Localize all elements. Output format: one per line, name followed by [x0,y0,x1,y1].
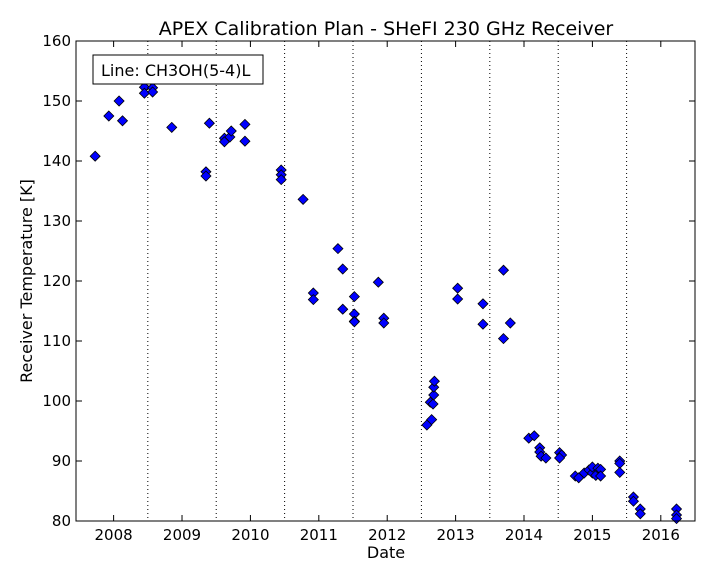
y-tick-label: 160 [42,32,71,50]
data-point [477,298,489,310]
data-point [337,303,349,315]
data-point [147,86,159,98]
data-point [627,495,640,507]
data-point [634,508,646,520]
data-point [239,118,251,130]
data-point [452,293,464,305]
x-tick-label: 2013 [437,526,475,544]
data-point [337,263,349,275]
x-axis-label: Date [367,543,405,562]
data-point [378,317,390,329]
data-point [200,170,212,182]
data-point [497,264,510,276]
x-tick-label: 2011 [300,526,338,544]
data-point [372,276,384,288]
data-point [554,452,566,464]
y-axis-label: Receiver Temperature [K] [17,179,36,383]
y-tick-label: 140 [42,152,71,170]
data-point [428,375,440,387]
data-point [103,110,115,122]
data-point [203,117,215,129]
data-point [297,193,309,205]
x-tick-label: 2012 [368,526,406,544]
data-point [116,115,129,127]
y-tick-label: 110 [42,332,71,350]
data-point [427,398,439,410]
x-tick-label: 2016 [642,526,680,544]
x-tick-label: 2009 [163,526,201,544]
y-tick-label: 90 [52,452,71,470]
annotation-box: Line: CH3OH(5-4)L [92,54,264,85]
data-point [332,243,344,255]
data-point [540,452,552,464]
data-point [504,317,516,329]
data-point [348,291,360,303]
y-tick-label: 130 [42,212,71,230]
data-point [239,135,251,147]
data-point [528,430,540,442]
plot-frame [75,40,696,522]
data-point [428,389,440,401]
data-point [595,470,607,482]
y-tick-label: 80 [52,512,71,530]
chart-title: APEX Calibration Plan - SHeFI 230 GHz Re… [159,18,614,40]
data-point [275,174,287,186]
data-point [497,333,510,345]
x-tick-label: 2010 [231,526,269,544]
data-point [477,318,489,330]
x-tick-label: 2015 [573,526,611,544]
plot-area [89,41,683,525]
data-point [166,121,178,133]
data-point [426,414,438,426]
x-tick-label: 2008 [95,526,133,544]
y-tick-label: 120 [42,272,71,290]
data-point [113,95,125,107]
annotation-text: Line: CH3OH(5-4)L [101,61,250,80]
data-point [614,466,626,478]
y-tick-label: 150 [42,92,71,110]
data-point [89,150,101,162]
x-tick-label: 2014 [505,526,543,544]
y-tick-label: 100 [42,392,71,410]
data-point [348,316,360,328]
data-point [452,282,464,294]
data-point [307,294,319,306]
data-point [225,125,237,137]
annotation-border [92,54,264,85]
axes-frame: 2008 2009 2010 2011 2012 2013 2014 2015 2016 80 90… [42,32,696,544]
